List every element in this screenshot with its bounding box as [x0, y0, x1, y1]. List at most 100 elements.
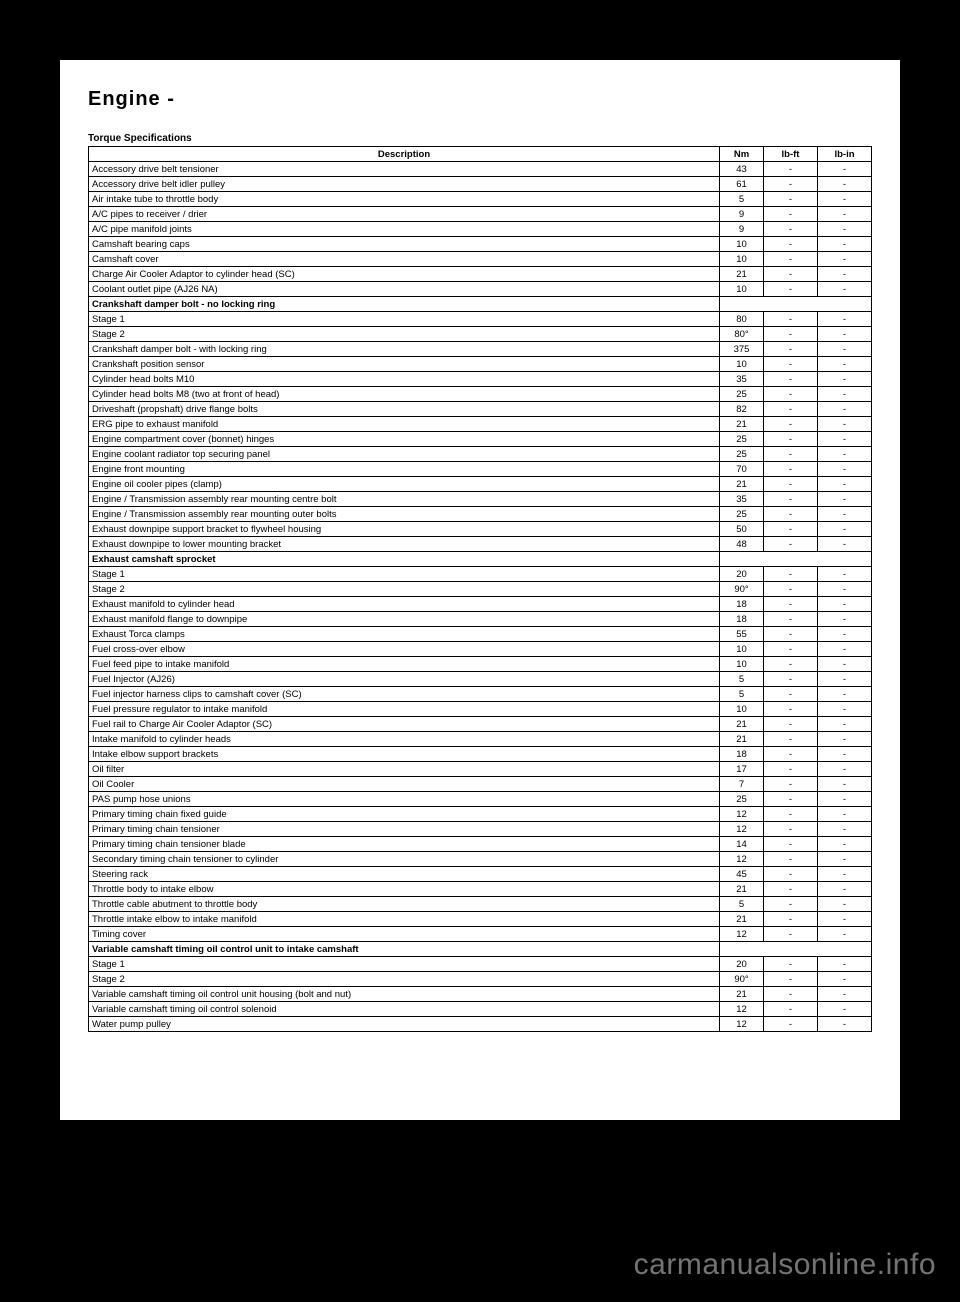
cell-description: Fuel Injector (AJ26)	[89, 672, 720, 687]
cell-lbin: -	[818, 402, 872, 417]
cell-description: Throttle body to intake elbow	[89, 882, 720, 897]
cell-lbft: -	[764, 807, 818, 822]
cell-description: Exhaust downpipe to lower mounting brack…	[89, 537, 720, 552]
cell-description: Exhaust downpipe support bracket to flyw…	[89, 522, 720, 537]
cell-lbft: -	[764, 972, 818, 987]
table-row: Engine compartment cover (bonnet) hinges…	[89, 432, 872, 447]
cell-description: Water pump pulley	[89, 1017, 720, 1032]
cell-lbft: -	[764, 507, 818, 522]
cell-nm: 70	[720, 462, 764, 477]
cell-description: Oil Cooler	[89, 777, 720, 792]
cell-description: Intake manifold to cylinder heads	[89, 732, 720, 747]
cell-nm: 12	[720, 822, 764, 837]
table-row: Oil Cooler7--	[89, 777, 872, 792]
cell-lbft: -	[764, 732, 818, 747]
cell-nm: 12	[720, 852, 764, 867]
cell-nm: 375	[720, 342, 764, 357]
table-row: Camshaft cover10--	[89, 252, 872, 267]
cell-lbft: -	[764, 627, 818, 642]
table-row: Crankshaft damper bolt - with locking ri…	[89, 342, 872, 357]
cell-lbft: -	[764, 1002, 818, 1017]
cell-lbin: -	[818, 672, 872, 687]
cell-lbft: -	[764, 222, 818, 237]
cell-lbin: -	[818, 312, 872, 327]
cell-lbft: -	[764, 822, 818, 837]
table-row: Water pump pulley12--	[89, 1017, 872, 1032]
table-row: Accessory drive belt idler pulley61--	[89, 177, 872, 192]
section-title: Torque Specifications	[88, 133, 872, 144]
cell-nm: 25	[720, 432, 764, 447]
cell-nm: 45	[720, 867, 764, 882]
cell-description: Engine / Transmission assembly rear moun…	[89, 492, 720, 507]
cell-lbft: -	[764, 987, 818, 1002]
table-row: Crankshaft damper bolt - no locking ring	[89, 297, 872, 312]
table-row: Fuel feed pipe to intake manifold10--	[89, 657, 872, 672]
cell-nm: 90°	[720, 972, 764, 987]
cell-description: A/C pipe manifold joints	[89, 222, 720, 237]
cell-lbin: -	[818, 597, 872, 612]
cell-description: Throttle intake elbow to intake manifold	[89, 912, 720, 927]
cell-nm: 10	[720, 282, 764, 297]
cell-lbft: -	[764, 237, 818, 252]
subhead-span	[720, 552, 872, 567]
cell-description: Fuel feed pipe to intake manifold	[89, 657, 720, 672]
cell-lbft: -	[764, 462, 818, 477]
table-row: Fuel rail to Charge Air Cooler Adaptor (…	[89, 717, 872, 732]
cell-lbin: -	[818, 567, 872, 582]
cell-description: Fuel cross-over elbow	[89, 642, 720, 657]
cell-lbin: -	[818, 822, 872, 837]
cell-nm: 10	[720, 642, 764, 657]
table-row: Engine / Transmission assembly rear moun…	[89, 492, 872, 507]
cell-nm: 5	[720, 192, 764, 207]
cell-description: Engine coolant radiator top securing pan…	[89, 447, 720, 462]
table-row: Charge Air Cooler Adaptor to cylinder he…	[89, 267, 872, 282]
table-row: Stage 120--	[89, 957, 872, 972]
table-row: Exhaust camshaft sprocket	[89, 552, 872, 567]
cell-description: Camshaft cover	[89, 252, 720, 267]
table-row: Fuel injector harness clips to camshaft …	[89, 687, 872, 702]
cell-nm: 12	[720, 1002, 764, 1017]
cell-description: Timing cover	[89, 927, 720, 942]
cell-lbft: -	[764, 702, 818, 717]
cell-lbft: -	[764, 192, 818, 207]
cell-lbin: -	[818, 492, 872, 507]
cell-lbft: -	[764, 687, 818, 702]
cell-lbin: -	[818, 792, 872, 807]
cell-lbft: -	[764, 792, 818, 807]
cell-lbin: -	[818, 522, 872, 537]
cell-lbin: -	[818, 222, 872, 237]
cell-lbin: -	[818, 192, 872, 207]
cell-nm: 35	[720, 492, 764, 507]
cell-description: Engine oil cooler pipes (clamp)	[89, 477, 720, 492]
table-row: PAS pump hose unions25--	[89, 792, 872, 807]
cell-lbft: -	[764, 342, 818, 357]
cell-nm: 61	[720, 177, 764, 192]
cell-lbin: -	[818, 372, 872, 387]
table-row: Primary timing chain tensioner blade14--	[89, 837, 872, 852]
cell-description: Accessory drive belt tensioner	[89, 162, 720, 177]
header-nm: Nm	[720, 147, 764, 162]
cell-lbin: -	[818, 582, 872, 597]
cell-description: Stage 2	[89, 972, 720, 987]
table-row: Cylinder head bolts M8 (two at front of …	[89, 387, 872, 402]
cell-description: Throttle cable abutment to throttle body	[89, 897, 720, 912]
cell-lbin: -	[818, 762, 872, 777]
cell-lbft: -	[764, 537, 818, 552]
cell-lbin: -	[818, 282, 872, 297]
cell-nm: 48	[720, 537, 764, 552]
cell-lbin: -	[818, 327, 872, 342]
cell-description: Stage 1	[89, 567, 720, 582]
table-row: Steering rack45--	[89, 867, 872, 882]
subhead-description: Variable camshaft timing oil control uni…	[89, 942, 720, 957]
table-row: Exhaust manifold flange to downpipe18--	[89, 612, 872, 627]
cell-lbin: -	[818, 177, 872, 192]
document-page: Engine - Torque Specifications Descripti…	[60, 60, 900, 1120]
cell-description: Exhaust manifold to cylinder head	[89, 597, 720, 612]
torque-spec-table: Description Nm lb-ft lb-in Accessory dri…	[88, 146, 872, 1032]
cell-lbft: -	[764, 672, 818, 687]
cell-description: ERG pipe to exhaust manifold	[89, 417, 720, 432]
table-row: A/C pipes to receiver / drier9--	[89, 207, 872, 222]
cell-lbin: -	[818, 462, 872, 477]
cell-lbin: -	[818, 882, 872, 897]
cell-nm: 10	[720, 357, 764, 372]
